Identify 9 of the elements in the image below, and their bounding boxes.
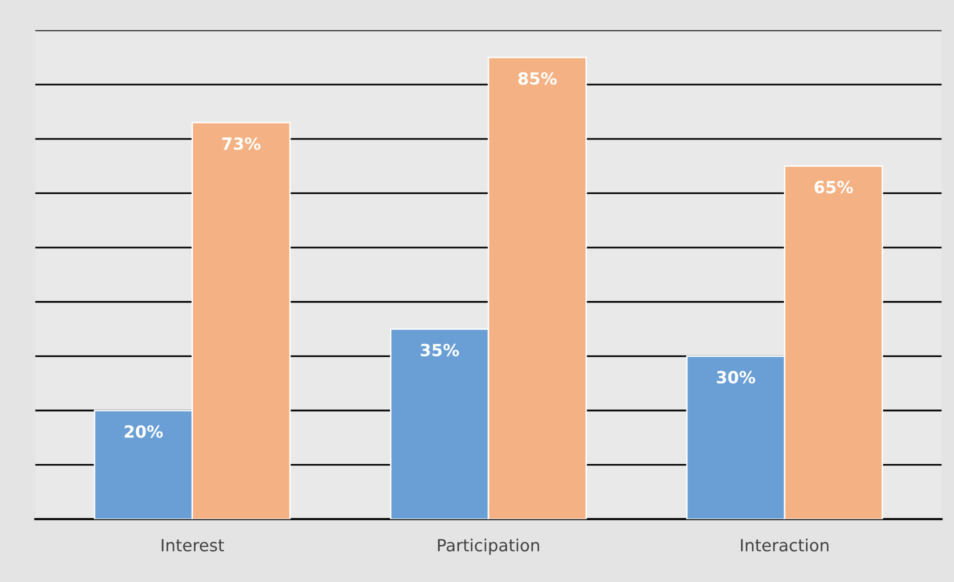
data-label: 30%	[716, 370, 756, 384]
x-tick-label: Interest	[162, 539, 224, 552]
data-label: 85%	[518, 72, 557, 85]
data-label: 20%	[124, 425, 163, 438]
x-tick-label: Participation	[438, 538, 540, 555]
data-label: 65%	[814, 180, 853, 194]
x-tick-label: Interaction	[741, 538, 828, 552]
data-label: 35%	[420, 344, 459, 356]
data-label: 73%	[222, 137, 261, 150]
